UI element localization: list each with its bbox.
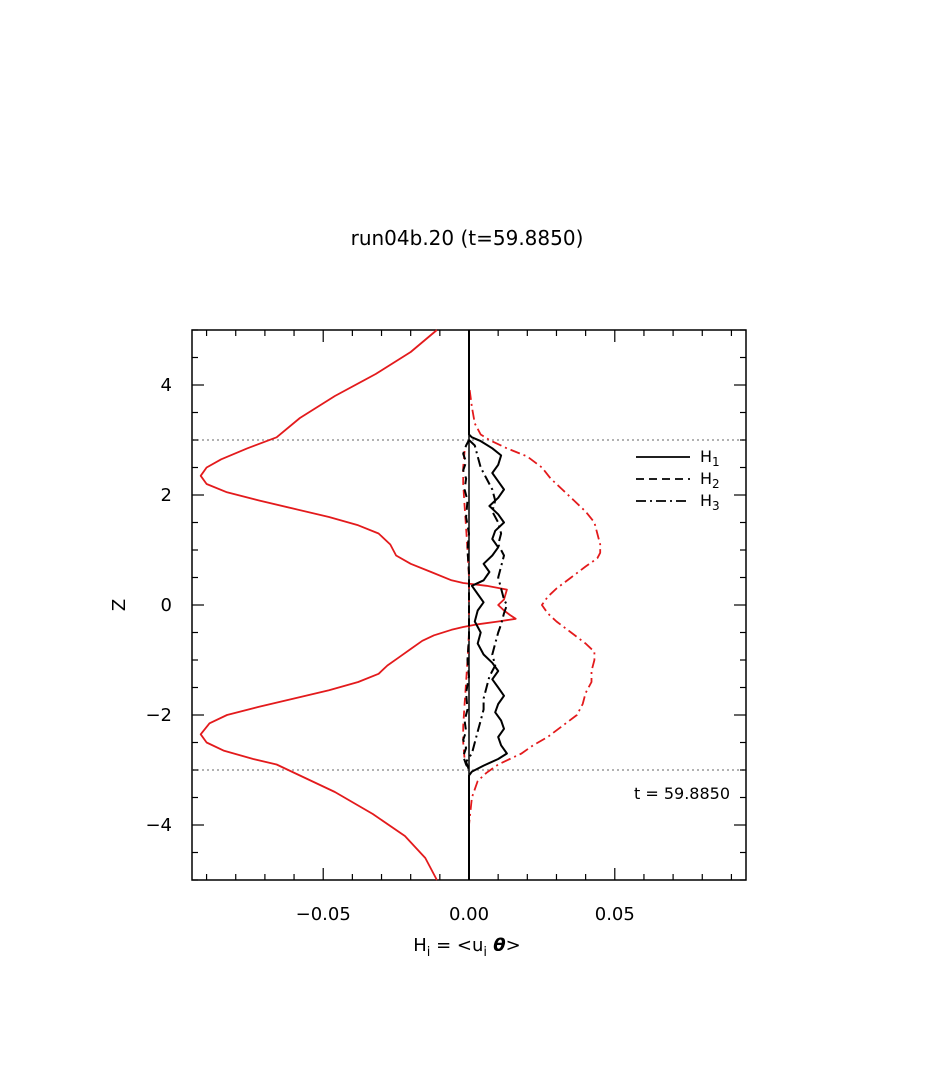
series-line-H2 [462,439,470,771]
x-axis-label-close: > [506,935,521,956]
series-line-H3 [465,439,508,771]
x-tick-label: 0.00 [449,904,489,925]
y-axis-label: Z [109,599,130,611]
y-tick-label: −2 [145,705,172,726]
legend-label-H3: H3 [700,491,720,513]
y-tick-label: 2 [161,485,172,506]
x-tick-labels: −0.05 0.00 0.05 [296,904,635,925]
legend-label-main: H [700,469,712,488]
legend-label-sub: 3 [712,499,720,513]
series-line-red-3 [199,329,517,881]
y-tick-label: 4 [161,375,172,396]
legend-label-main: H [700,447,712,466]
chart-title: run04b.20 (t=59.8850) [351,226,584,250]
x-tick-label: 0.05 [595,904,635,925]
x-axis-label-sub2: i [483,945,487,960]
x-axis-label-main: H [413,935,427,956]
x-tick-label: −0.05 [296,904,351,925]
y-tick-label: −4 [145,815,172,836]
legend-label-main: H [700,491,712,510]
y-tick-labels: −4 −2 0 2 4 [145,375,172,836]
legend-label-sub: 1 [712,455,720,469]
legend-label-H1: H1 [700,447,720,469]
x-axis-label-sub: i [427,945,431,960]
series-line-red-5 [462,450,470,760]
x-axis-label: Hi = <ui θ> [413,935,521,960]
x-axis-label-eq: = <u [430,935,483,956]
plot-area [191,329,747,881]
legend-label-H2: H2 [700,469,720,491]
legend-label-sub: 2 [712,477,720,491]
series-line-red-4 [468,330,602,880]
series-group [199,329,602,881]
x-axis-label-theta: θ [487,935,506,956]
series-line-H1 [468,330,508,880]
time-annotation: t = 59.8850 [634,784,730,803]
y-tick-label: 0 [161,595,172,616]
